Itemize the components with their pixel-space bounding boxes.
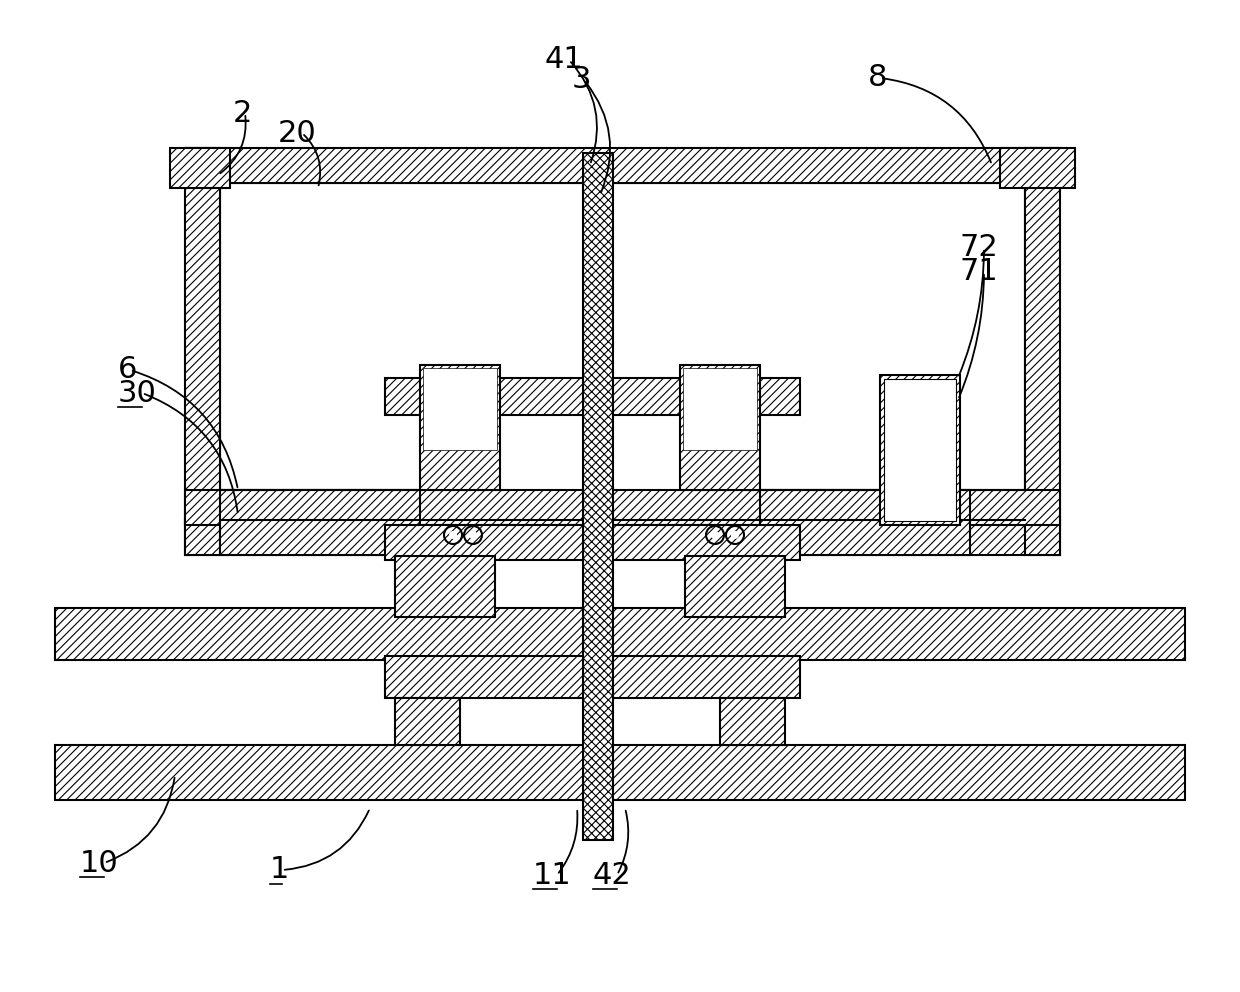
Text: 10: 10: [81, 848, 119, 878]
Text: 8: 8: [868, 63, 888, 92]
Bar: [185, 520, 1060, 555]
Bar: [1025, 148, 1060, 555]
Bar: [420, 365, 500, 490]
Circle shape: [469, 531, 477, 539]
Bar: [185, 148, 219, 555]
Bar: [760, 490, 970, 555]
Text: 72: 72: [960, 233, 998, 263]
Text: 11: 11: [533, 860, 572, 890]
Bar: [880, 375, 960, 525]
Bar: [396, 698, 460, 745]
Text: 2: 2: [233, 98, 253, 128]
Bar: [219, 490, 420, 555]
Bar: [384, 525, 800, 560]
Bar: [384, 378, 800, 415]
Bar: [55, 608, 1185, 660]
Bar: [680, 365, 760, 490]
Circle shape: [732, 531, 739, 539]
Bar: [219, 520, 420, 525]
Bar: [683, 368, 756, 450]
Bar: [999, 148, 1075, 188]
Text: 71: 71: [960, 258, 998, 287]
Text: 20: 20: [278, 118, 316, 148]
Bar: [185, 148, 1060, 183]
Bar: [185, 490, 1060, 525]
Text: 1: 1: [270, 855, 289, 885]
Text: 30: 30: [118, 379, 157, 408]
Bar: [396, 556, 495, 617]
Bar: [170, 148, 229, 188]
Bar: [684, 556, 785, 617]
Bar: [884, 379, 956, 521]
Bar: [720, 698, 785, 745]
Text: 41: 41: [546, 46, 584, 74]
Bar: [219, 183, 1025, 520]
Bar: [423, 368, 497, 450]
Text: 42: 42: [593, 860, 631, 890]
Circle shape: [711, 531, 719, 539]
Text: 6: 6: [118, 355, 138, 385]
Bar: [384, 656, 800, 698]
Bar: [55, 745, 1185, 800]
Circle shape: [449, 531, 458, 539]
Bar: [583, 153, 613, 840]
Text: 3: 3: [572, 65, 591, 94]
